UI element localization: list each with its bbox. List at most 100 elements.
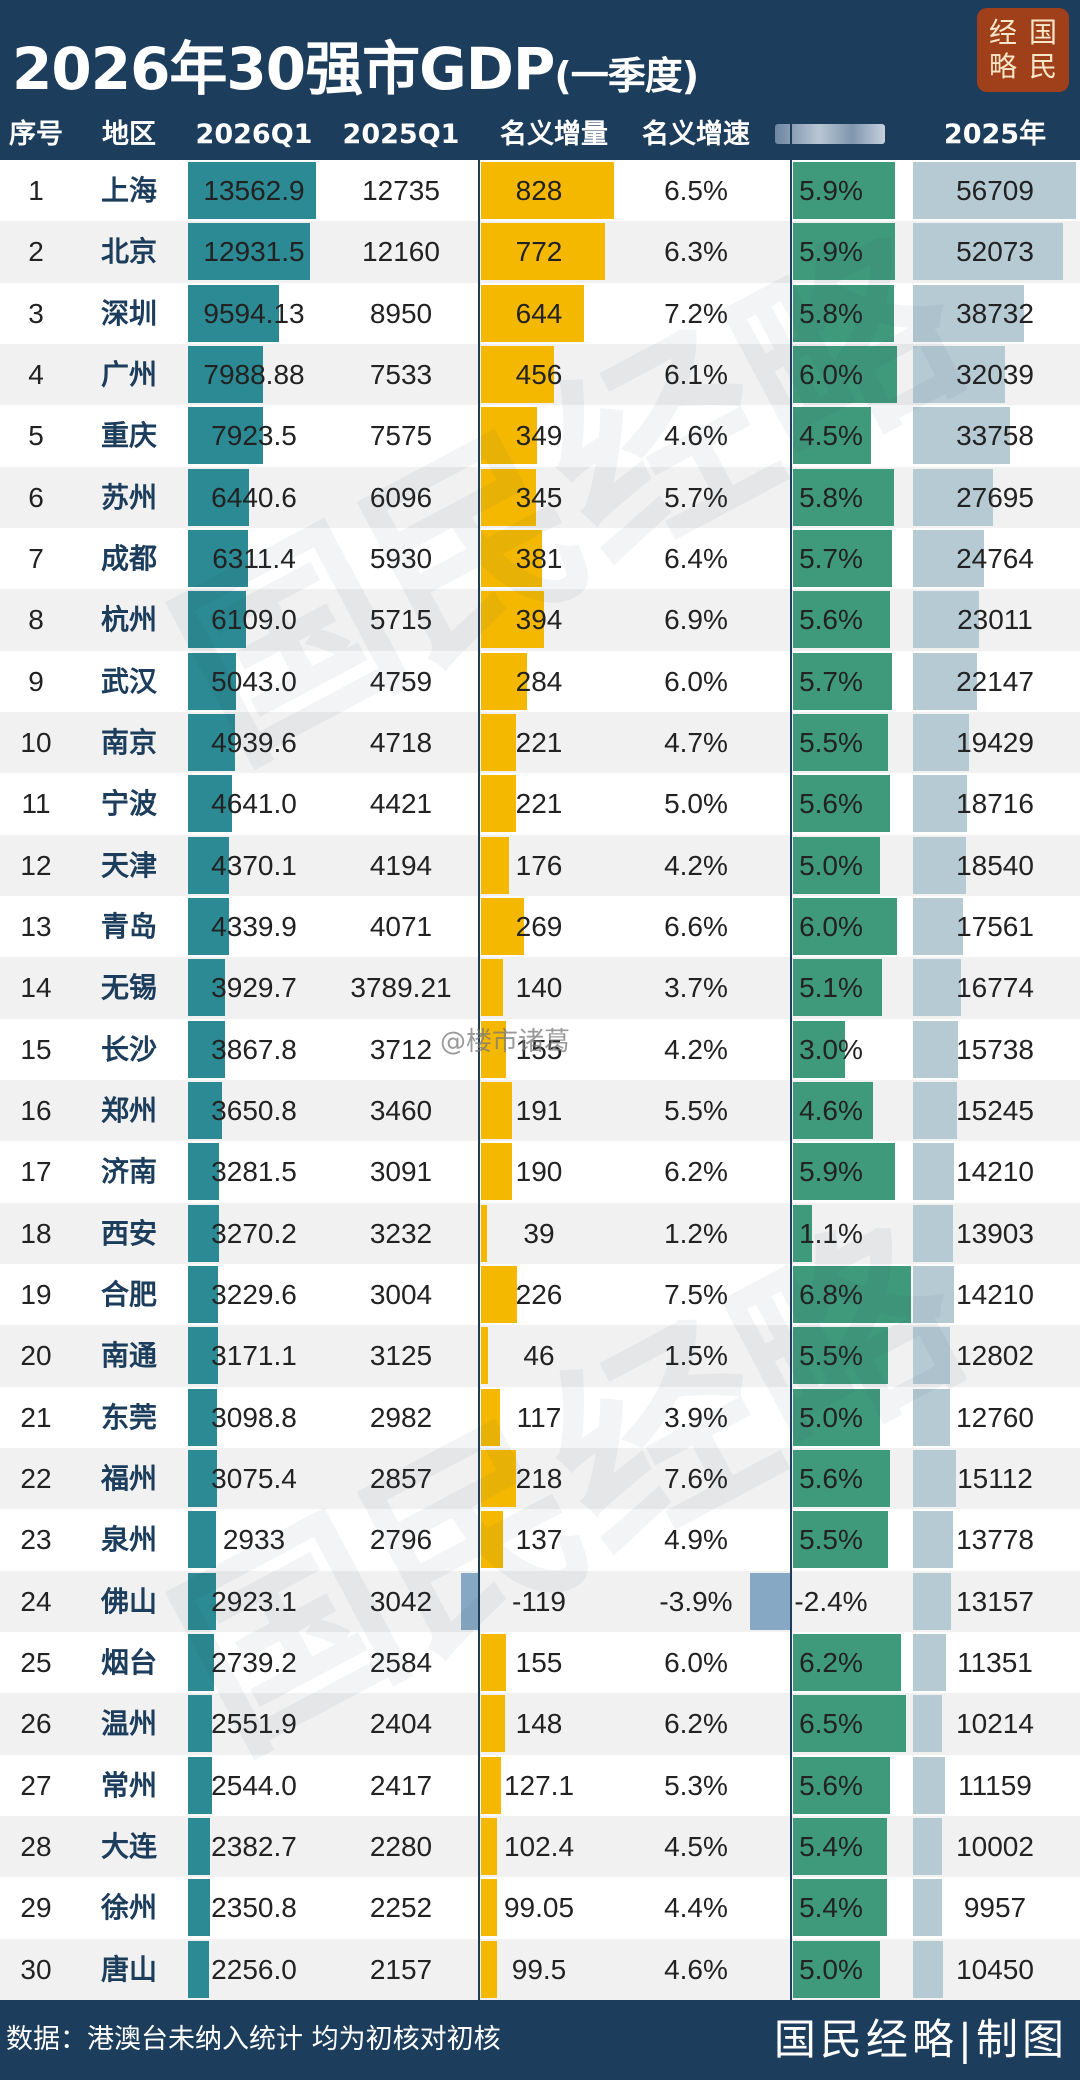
city-name: 青岛 bbox=[100, 909, 157, 943]
value-2025: 11159 bbox=[958, 1769, 1032, 1801]
value-nominal-growth: 4.9% bbox=[664, 1524, 728, 1556]
value-nominal-increase: 102.4 bbox=[503, 1830, 575, 1862]
value-nominal-increase: 140 bbox=[515, 972, 563, 1004]
value-nominal-growth: 3.9% bbox=[664, 1401, 728, 1433]
city-name: 福州 bbox=[100, 1461, 157, 1495]
value-real-growth: 4.5% bbox=[799, 420, 863, 452]
bar-2026q1 bbox=[188, 407, 263, 465]
bar-2026q1 bbox=[188, 652, 236, 710]
value-2025q1: 12735 bbox=[362, 175, 440, 206]
bar-nominal-increase bbox=[481, 1327, 489, 1385]
city-name: 杭州 bbox=[100, 603, 157, 637]
table-row: 13 青岛 4339.9 4071 269 6.6% 6.0% 17561 bbox=[0, 895, 1080, 958]
value-nominal-growth: 4.7% bbox=[664, 726, 728, 758]
city-name: 长沙 bbox=[100, 1032, 157, 1066]
bar-2025 bbox=[913, 162, 1076, 219]
bar-2025 bbox=[913, 529, 985, 587]
table-header: 序号 地区 2026Q1 2025Q1 名义增量 名义增速 2025年 bbox=[0, 110, 1080, 160]
value-real-growth: 6.5% bbox=[799, 1708, 863, 1740]
bar-nominal-increase bbox=[481, 1388, 500, 1446]
table-row: 18 西安 3270.2 3232 39 1.2% 1.1% 13903 bbox=[0, 1202, 1080, 1264]
column-divider bbox=[790, 110, 792, 2000]
value-nominal-increase: 221 bbox=[515, 726, 563, 758]
city-name: 武汉 bbox=[100, 664, 157, 698]
value-nominal-growth: 6.2% bbox=[664, 1156, 728, 1188]
bar-nominal-increase bbox=[481, 775, 517, 833]
value-nominal-growth: 6.5% bbox=[664, 175, 728, 206]
bar-2025 bbox=[913, 897, 964, 955]
bar-2026q1 bbox=[188, 1633, 214, 1691]
bar-2026q1 bbox=[188, 223, 311, 281]
value-2026q1: 2350.8 bbox=[211, 1892, 297, 1924]
bar-nominal-increase bbox=[481, 162, 614, 219]
bar-real-growth bbox=[793, 407, 872, 465]
value-nominal-increase: 148 bbox=[515, 1708, 563, 1740]
bar-real-growth bbox=[793, 897, 898, 955]
bar-nominal-increase bbox=[481, 836, 510, 894]
value-2025: 38732 bbox=[956, 297, 1034, 329]
value-2025q1: 5715 bbox=[369, 604, 433, 636]
bar-real-growth-negative bbox=[750, 1572, 792, 1630]
bar-real-growth bbox=[793, 345, 898, 403]
value-2026q1: 4641.0 bbox=[211, 788, 297, 820]
city-name: 北京 bbox=[100, 235, 157, 269]
table-row: 10 南京 4939.6 4718 221 4.7% 5.5% 19429 bbox=[0, 711, 1080, 774]
bar-2026q1 bbox=[188, 1265, 219, 1323]
bar-nominal-increase bbox=[481, 1449, 517, 1507]
value-real-growth: 1.1% bbox=[799, 1217, 863, 1249]
bar-2025 bbox=[913, 1817, 942, 1875]
value-nominal-increase: 155 bbox=[515, 1033, 563, 1065]
bar-real-growth bbox=[793, 1879, 887, 1937]
value-2026q1: 2544.0 bbox=[211, 1769, 297, 1801]
value-real-growth: 5.5% bbox=[799, 1340, 863, 1372]
value-nominal-increase: 117 bbox=[516, 1401, 562, 1433]
bar-2026q1 bbox=[188, 1143, 219, 1201]
table-row: 5 重庆 7923.5 7575 349 4.6% 4.5% 33758 bbox=[0, 405, 1080, 467]
value-nominal-increase: 345 bbox=[515, 481, 563, 513]
value-2025: 19429 bbox=[956, 726, 1034, 758]
value-nominal-growth: 7.2% bbox=[664, 297, 728, 329]
value-2026q1: 3929.7 bbox=[211, 972, 297, 1004]
bar-nominal-increase bbox=[481, 529, 543, 587]
bar-nominal-increase bbox=[481, 1081, 512, 1139]
value-2025q1: 4718 bbox=[369, 726, 433, 758]
bar-2026q1 bbox=[188, 591, 246, 649]
bar-2025 bbox=[913, 591, 980, 649]
value-nominal-growth: 5.7% bbox=[664, 481, 728, 513]
bar-nominal-increase bbox=[481, 1265, 518, 1323]
value-2025: 18540 bbox=[956, 849, 1034, 881]
bar-nominal-increase bbox=[481, 468, 537, 526]
value-2025q1: 7533 bbox=[369, 358, 433, 390]
city-name: 郑州 bbox=[100, 1093, 157, 1127]
seal-char: 略 bbox=[989, 50, 1018, 83]
data-table: 1 上海 13562.9 12735 828 6.5% 5.9% 56709 2 北京 12931.… bbox=[0, 160, 1080, 2000]
rank-cell: 7 bbox=[28, 542, 44, 574]
bar-2026q1 bbox=[188, 1449, 218, 1507]
value-2025: 15245 bbox=[956, 1094, 1034, 1126]
bar-real-growth bbox=[793, 284, 894, 342]
value-real-growth: 5.7% bbox=[799, 665, 863, 697]
bar-2025 bbox=[913, 345, 1006, 403]
table-row: 4 广州 7988.88 7533 456 6.1% 6.0% 32039 bbox=[0, 343, 1080, 406]
value-2025: 13903 bbox=[956, 1217, 1034, 1249]
value-2025q1: 2584 bbox=[369, 1646, 433, 1678]
value-real-growth: 4.6% bbox=[799, 1094, 863, 1126]
value-real-growth: 5.4% bbox=[799, 1830, 863, 1862]
value-2025: 52073 bbox=[956, 236, 1034, 268]
bar-real-growth bbox=[793, 1327, 889, 1385]
value-2025: 18716 bbox=[956, 788, 1034, 820]
bar-nominal-increase bbox=[481, 223, 605, 281]
bar-nominal-increase bbox=[481, 591, 545, 649]
bar-2025 bbox=[913, 1081, 957, 1139]
value-2026q1: 2923.1 bbox=[211, 1585, 297, 1617]
col-header-region: 地区 bbox=[102, 119, 156, 150]
col-header-2026q1: 2026Q1 bbox=[195, 119, 313, 150]
city-name: 济南 bbox=[100, 1155, 157, 1189]
value-2025q1: 3042 bbox=[369, 1585, 433, 1617]
bar-2026q1 bbox=[188, 836, 230, 894]
bar-2025 bbox=[913, 775, 967, 833]
bar-2025 bbox=[913, 1940, 944, 1998]
city-name: 常州 bbox=[100, 1768, 157, 1802]
value-nominal-increase: 176 bbox=[515, 849, 563, 881]
